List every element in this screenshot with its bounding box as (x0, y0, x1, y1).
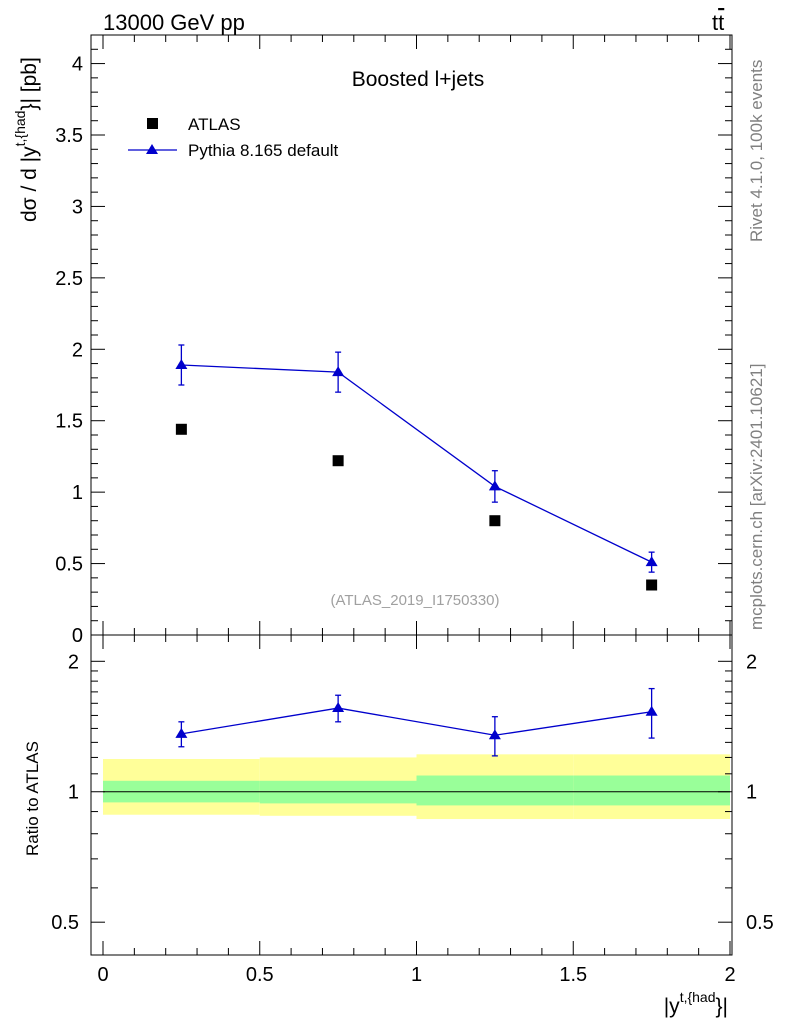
main-y-tick-label: 0 (72, 625, 83, 647)
atlas-data-point (332, 455, 344, 467)
ratio-y-tick-label-left: 0.5 (51, 912, 79, 934)
x-tick-label: 2 (724, 964, 735, 986)
main-y-label: dσ / d |yt,{had}| [pb] (12, 57, 41, 222)
rivet-label: Rivet 4.1.0, 100k events (747, 60, 766, 242)
pythia-data-point (645, 556, 658, 567)
ratio-y-tick-label-left: 1 (68, 782, 79, 804)
main-y-tick-label: 2.5 (55, 268, 83, 290)
ratio-pythia-point (175, 727, 188, 738)
analysis-watermark: (ATLAS_2019_I1750330) (330, 592, 499, 609)
ratio-y-tick-label-left: 2 (68, 651, 79, 673)
x-axis-label: |yt,{had}| (664, 989, 728, 1018)
ratio-band-inner (416, 775, 574, 806)
main-y-tick-label: 1 (72, 482, 83, 504)
main-y-label-sup: t,{had (12, 111, 28, 147)
main-y-label-sup-close: } (18, 104, 41, 111)
main-y-tick-label: 1.5 (55, 411, 83, 433)
ratio-pythia-line (181, 707, 652, 736)
legend: ATLAS Pythia 8.165 default (128, 115, 339, 160)
ratio-x-axis: 0 0.5 1 1.5 2 (97, 635, 736, 986)
main-series (175, 344, 658, 591)
ratio-y-tick-label-right: 0.5 (746, 912, 774, 934)
energy-label: 13000 GeV pp (103, 10, 245, 35)
ratio-panel: 0.5 0.5 1 1 2 2 0 0.5 1 1.5 2 Ratio to ATLAS |yt,… (23, 634, 774, 1018)
x-label-suffix: | (723, 995, 728, 1018)
x-tick-label: 0 (97, 964, 108, 986)
x-tick-label: 1.5 (559, 964, 587, 986)
x-label-sup: t,{had (680, 989, 716, 1005)
ratio-y-axis: 0.5 0.5 1 1 2 2 (51, 651, 774, 934)
x-tick-label: 1 (411, 964, 422, 986)
main-y-tick-label: 4 (72, 54, 83, 76)
ratio-y-label: Ratio to ATLAS (23, 741, 42, 856)
atlas-data-point (175, 423, 187, 435)
ratio-band-inner (573, 775, 730, 806)
pythia-line (181, 364, 652, 563)
process-label-t: t (712, 10, 718, 35)
main-y-tick-label: 3.5 (55, 125, 83, 147)
legend-marker-atlas (147, 118, 158, 129)
pythia-data-point (332, 366, 345, 377)
legend-label-pythia: Pythia 8.165 default (188, 141, 339, 160)
legend-label-atlas: ATLAS (188, 115, 241, 134)
main-y-label-prefix: dσ / d |y (18, 146, 41, 222)
atlas-data-point (646, 579, 658, 591)
x-tick-label: 0.5 (246, 964, 274, 986)
main-panel: 0 0.5 1 1.5 2 2.5 3 3.5 4 Boosted l+jets (ATLAS_… (12, 34, 733, 647)
main-y-tick-label: 3 (72, 196, 83, 218)
mcplots-label: mcplots.cern.ch [arXiv:2401.10621] (747, 364, 766, 630)
process-label: tt (712, 10, 724, 35)
atlas-data-point (489, 515, 501, 527)
pythia-data-point (488, 480, 501, 491)
process-label-tbar: t (718, 10, 724, 35)
ratio-y-tick-label-right: 1 (746, 782, 757, 804)
main-y-label-suffix: | [pb] (18, 57, 41, 103)
ratio-bands (103, 754, 730, 820)
main-x-ticks (102, 35, 731, 635)
ratio-pythia-point (332, 702, 345, 713)
main-title: Boosted l+jets (352, 68, 485, 91)
ratio-series (175, 687, 658, 757)
x-label-sup-close: } (716, 995, 723, 1018)
ratio-y-tick-label-right: 2 (746, 651, 757, 673)
legend-marker-pythia (146, 144, 158, 154)
pythia-data-point (175, 359, 188, 369)
x-label-prefix: |y (664, 995, 680, 1018)
main-y-tick-label: 0.5 (55, 554, 83, 576)
main-y-tick-label: 2 (72, 339, 83, 361)
ratio-pythia-point (488, 729, 501, 740)
ratio-frame (90, 634, 733, 956)
ratio-pythia-point (645, 705, 658, 716)
main-y-axis: 0 0.5 1 1.5 2 2.5 3 3.5 4 (55, 48, 732, 647)
